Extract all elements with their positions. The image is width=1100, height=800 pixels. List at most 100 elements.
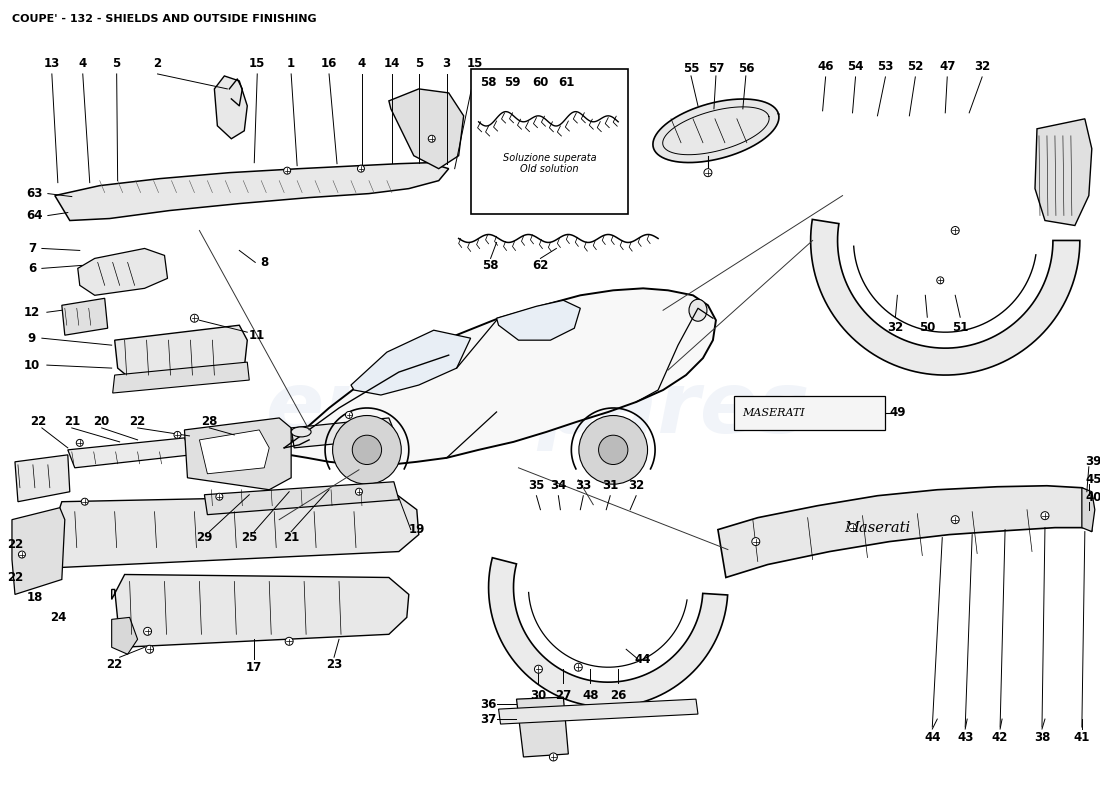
Circle shape (579, 415, 648, 484)
Circle shape (284, 167, 290, 174)
Text: 5: 5 (415, 58, 422, 70)
Text: 1: 1 (287, 58, 295, 70)
Text: 32: 32 (628, 479, 645, 492)
Polygon shape (292, 418, 397, 448)
Circle shape (81, 498, 88, 505)
Circle shape (751, 538, 760, 546)
Polygon shape (653, 99, 779, 162)
Text: 7: 7 (28, 242, 36, 255)
Polygon shape (517, 697, 569, 757)
Text: 46: 46 (817, 61, 834, 74)
Text: 19: 19 (408, 523, 425, 536)
Text: 50: 50 (920, 321, 935, 334)
Text: 4: 4 (358, 58, 366, 70)
Polygon shape (1035, 119, 1092, 226)
Circle shape (598, 435, 628, 465)
Text: 32: 32 (888, 321, 903, 334)
Circle shape (535, 666, 542, 674)
Text: 23: 23 (326, 658, 342, 670)
Text: 38: 38 (1034, 730, 1050, 743)
Text: 61: 61 (558, 77, 574, 90)
Text: 15: 15 (249, 58, 265, 70)
Text: 14: 14 (384, 58, 400, 70)
Polygon shape (199, 430, 270, 474)
Polygon shape (78, 249, 167, 295)
Text: 29: 29 (196, 531, 212, 544)
Text: 25: 25 (241, 531, 257, 544)
Circle shape (285, 638, 293, 646)
Text: 56: 56 (738, 62, 755, 75)
Text: 21: 21 (283, 531, 299, 544)
Polygon shape (55, 162, 449, 221)
Text: 53: 53 (877, 61, 893, 74)
Text: 24: 24 (50, 611, 66, 624)
Text: 4: 4 (78, 58, 87, 70)
Text: 26: 26 (610, 689, 626, 702)
Text: 59: 59 (504, 77, 520, 90)
Circle shape (952, 516, 959, 524)
Text: 39: 39 (1086, 455, 1100, 468)
Polygon shape (185, 418, 292, 490)
Polygon shape (205, 482, 399, 514)
Text: 58: 58 (482, 259, 498, 272)
Circle shape (174, 431, 182, 438)
Circle shape (332, 415, 402, 484)
Polygon shape (214, 76, 248, 138)
Text: 57: 57 (707, 62, 724, 75)
Text: 5: 5 (112, 58, 121, 70)
Text: 21: 21 (64, 415, 80, 429)
Text: 40: 40 (1086, 491, 1100, 504)
Polygon shape (1082, 488, 1094, 532)
Text: 60: 60 (532, 77, 549, 90)
FancyBboxPatch shape (734, 396, 886, 430)
Text: 35: 35 (528, 479, 544, 492)
Text: 22: 22 (7, 538, 23, 551)
Circle shape (216, 494, 223, 500)
Polygon shape (62, 298, 108, 335)
FancyBboxPatch shape (471, 69, 628, 214)
Text: Old solution: Old solution (520, 164, 579, 174)
Text: 47: 47 (939, 61, 956, 74)
Polygon shape (112, 618, 138, 654)
Text: 42: 42 (992, 730, 1009, 743)
Polygon shape (277, 288, 716, 465)
Text: 22: 22 (7, 571, 23, 584)
Text: 44: 44 (635, 653, 651, 666)
Circle shape (190, 314, 198, 322)
Circle shape (145, 646, 154, 654)
Ellipse shape (689, 299, 707, 322)
Circle shape (574, 663, 582, 671)
Text: 43: 43 (957, 730, 974, 743)
Polygon shape (488, 558, 727, 707)
Circle shape (76, 439, 84, 446)
Circle shape (952, 226, 959, 234)
Polygon shape (351, 330, 471, 395)
Text: 58: 58 (481, 77, 497, 90)
Text: 18: 18 (26, 591, 43, 604)
Circle shape (848, 524, 857, 532)
Ellipse shape (292, 427, 311, 437)
Text: 34: 34 (550, 479, 566, 492)
Text: 13: 13 (44, 58, 60, 70)
Text: 9: 9 (28, 332, 36, 345)
Text: 63: 63 (26, 187, 43, 200)
Polygon shape (498, 699, 698, 724)
Text: 22: 22 (107, 658, 123, 670)
Circle shape (428, 135, 436, 142)
Text: 6: 6 (28, 262, 36, 275)
Text: 3: 3 (442, 58, 451, 70)
Text: 32: 32 (974, 61, 990, 74)
Text: 41: 41 (1074, 730, 1090, 743)
Text: 33: 33 (575, 479, 592, 492)
Text: eurospares: eurospares (266, 369, 811, 451)
Circle shape (937, 277, 944, 284)
Text: 11: 11 (249, 329, 265, 342)
Text: Soluzione superata: Soluzione superata (503, 153, 596, 162)
Circle shape (352, 435, 382, 465)
Text: 48: 48 (582, 689, 598, 702)
Text: MASERATI: MASERATI (741, 408, 804, 418)
Circle shape (358, 165, 364, 172)
Text: 37: 37 (481, 713, 497, 726)
Text: COUPE' - 132 - SHIELDS AND OUTSIDE FINISHING: COUPE' - 132 - SHIELDS AND OUTSIDE FINIS… (12, 14, 317, 24)
Text: 52: 52 (908, 61, 924, 74)
